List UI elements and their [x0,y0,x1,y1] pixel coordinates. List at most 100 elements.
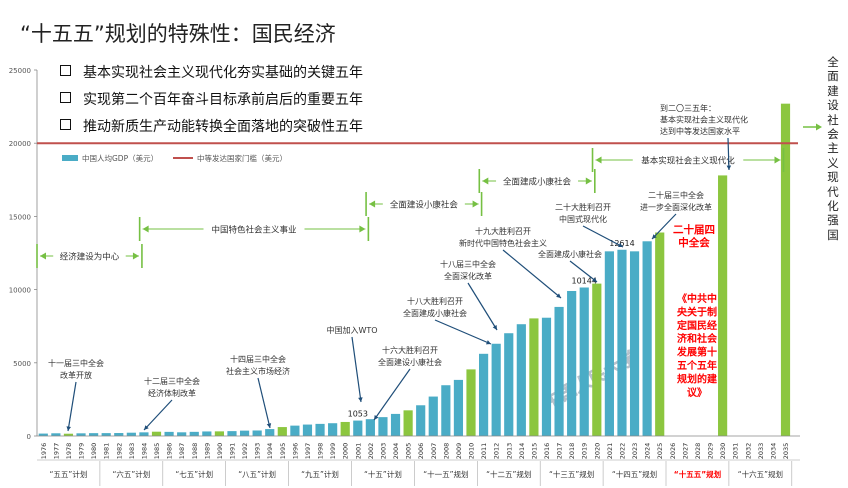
annotation-text: 中全会 [678,236,710,249]
annotation-arrow-head [144,425,149,430]
x-tick-label: 2003 [379,443,387,460]
plan-label: “十六五”规划 [738,469,783,479]
gdp-bar [466,369,476,436]
plan-label: “七五”计划 [175,469,213,479]
gdp-bar [479,353,489,436]
x-tick-label: 2020 [593,443,601,460]
x-tick-label: 1996 [291,443,299,460]
annotation-text: 进一步全面深化改革 [640,202,712,212]
period-arrow-head-right [774,156,781,164]
annotation-arrow-head [618,242,623,247]
x-tick-label: 2031 [732,443,740,460]
gdp-bar [328,423,338,436]
annotation-arrow-head [492,325,497,330]
gdp-bar [252,430,262,436]
plan-label: “九五”计划 [301,469,339,479]
gdp-bar [353,420,363,436]
x-tick-label: 2019 [581,443,589,460]
x-tick-label: 1991 [228,443,236,460]
gdp-bar [302,424,313,436]
gdp-bar [554,306,564,436]
annotation-text: 发展第十 [676,346,717,359]
x-tick-label: 2009 [455,443,463,460]
annotation-arrow-line [651,213,677,240]
plan-label: “十三五”规划 [549,469,594,479]
bullet-item: 基本实现社会主义现代化夯实基础的关键五年 [60,62,363,89]
gdp-bar [214,431,224,436]
x-tick-label: 2023 [631,443,639,460]
y-tick-label: 20000 [9,140,31,148]
y-tick-label: 15000 [9,213,31,221]
gdp-bar [629,251,640,436]
bullet-text: 基本实现社会主义现代化夯实基础的关键五年 [83,65,363,81]
x-tick-label: 2010 [468,443,476,460]
annotation-text: 十四届三中全会 [230,354,286,364]
annotation-text: 二十届四 [673,223,715,236]
x-tick-label: 2007 [430,443,438,460]
x-tick-label: 2022 [618,443,626,460]
x-tick-label: 2034 [769,443,777,460]
plan-label: “五五”计划 [50,469,88,479]
annotation-arrow-line [569,260,598,283]
annotation-arrow-line [351,336,362,403]
annotation-arrow-line [727,137,730,171]
annotation-text: 议》 [687,386,707,399]
x-tick-label: 2013 [505,443,513,460]
x-tick-label: 1985 [153,443,161,460]
x-tick-label: 1992 [241,443,249,460]
x-tick-label: 2002 [367,443,375,460]
x-tick-label: 1990 [216,443,224,460]
x-tick-label: 2027 [681,443,689,460]
gdp-bar [567,290,577,436]
annotation-text: 改革开放 [60,370,92,380]
x-tick-label: 2024 [644,443,652,460]
annotation-text: 规划的建 [677,372,718,385]
gdp-bar [390,413,401,436]
plan-label: “十五”计划 [364,469,402,479]
plan-label: “十二五”规划 [486,469,531,479]
gdp-bar [491,343,501,436]
gdp-bar [89,433,99,436]
period-arrow-head-right [472,200,479,208]
period-arrow-head-left [369,200,376,208]
period-label-bg [632,153,744,167]
x-tick-label: 1978 [65,443,73,460]
annotation-arrow-head [66,426,71,431]
square-bullet-icon [60,92,71,103]
bullet-text: 推动新质生产动能转换全面落地的突破性五年 [83,119,363,135]
plan-label: “十四五”规划 [612,469,657,479]
annotation-text: 五个五年 [677,359,717,372]
gdp-bar [617,249,627,436]
period-label-bg [382,197,465,211]
annotation-arrow-line [67,381,77,432]
plan-label: “六五”计划 [112,469,150,479]
gdp-bar [63,433,74,436]
x-tick-label: 1976 [40,443,48,460]
x-tick-label: 2030 [719,443,727,460]
gdp-bar [151,431,162,436]
gdp-bar [604,251,614,436]
annotation-text: 十一届三中全会 [48,358,104,368]
gdp-bar [126,432,136,436]
annotation-arrow-head [556,293,561,298]
bar-value-label: 1053 [348,410,368,419]
x-tick-label: 2004 [392,443,400,460]
annotation-text: 十八届三中全会 [440,259,496,269]
gdp-bar [592,283,602,436]
annotation-text: 二十大胜利召开 [555,202,611,212]
period-arrow-head-left [482,177,489,185]
annotation-text: 基本实现社会主义现代化 [660,115,748,125]
x-tick-label: 1980 [90,443,98,460]
gdp-bar [227,431,237,436]
annotation-text: 二十届三中全会 [648,190,704,200]
gdp-bar [579,287,589,436]
x-tick-label: 1988 [191,443,199,460]
square-bullet-icon [60,65,71,76]
annotation-text: 济和社会 [677,332,717,345]
x-tick-label: 1993 [254,443,262,460]
gdp-bar [504,333,514,436]
annotation-text: 全面深化改革 [444,271,492,281]
gdp-bar [718,175,728,436]
annotation-text: 十六大胜利召开 [382,345,438,355]
gdp-bar [239,430,250,436]
